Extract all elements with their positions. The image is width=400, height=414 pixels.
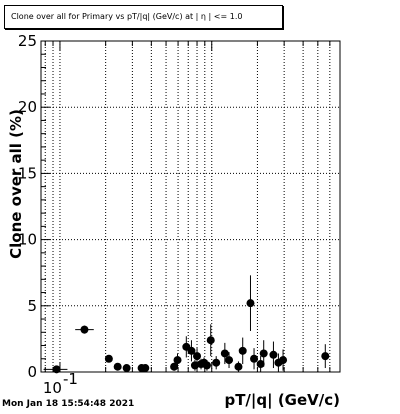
- marker: [170, 362, 179, 371]
- data-point: [212, 356, 221, 370]
- marker: [246, 299, 255, 308]
- marker: [141, 364, 150, 373]
- data-point: [187, 340, 196, 362]
- data-points: [43, 275, 330, 374]
- marker: [238, 346, 247, 355]
- data-point: [225, 352, 234, 369]
- marker: [104, 354, 113, 363]
- data-point: [43, 365, 68, 374]
- data-point: [269, 341, 278, 369]
- data-point: [173, 353, 182, 367]
- data-point: [170, 362, 179, 371]
- data-point: [234, 361, 243, 372]
- marker: [80, 325, 89, 334]
- marker: [193, 352, 202, 361]
- marker: [212, 358, 221, 367]
- data-point: [141, 364, 150, 373]
- marker: [256, 360, 265, 369]
- marker: [259, 349, 268, 358]
- y-tick-label: 0: [27, 363, 37, 381]
- data-point: [238, 337, 247, 365]
- y-tick-label: 25: [18, 32, 37, 50]
- data-point: [259, 340, 268, 367]
- marker: [321, 352, 330, 361]
- data-point: [321, 344, 330, 369]
- data-point: [256, 356, 265, 372]
- marker: [234, 362, 243, 371]
- data-point: [206, 324, 215, 357]
- marker: [279, 356, 288, 365]
- data-point: [246, 275, 255, 331]
- data-point: [122, 364, 131, 373]
- data-point: [113, 362, 122, 371]
- marker: [250, 354, 259, 363]
- marker: [113, 362, 122, 371]
- marker: [122, 364, 131, 373]
- y-tick-label: 15: [18, 164, 37, 182]
- data-point: [202, 360, 211, 371]
- data-point: [193, 348, 202, 365]
- marker: [225, 356, 234, 365]
- data-point: [250, 348, 259, 370]
- plot-frame: [40, 40, 341, 373]
- data-point: [279, 349, 288, 371]
- y-axis-label: Clone over all (%): [7, 109, 25, 259]
- x-axis-label: pT/|q| (GeV/c): [224, 391, 340, 410]
- y-tick-label: 5: [27, 297, 37, 315]
- timestamp: Mon Jan 18 15:54:48 2021: [2, 399, 135, 409]
- data-point: [104, 354, 113, 363]
- marker: [269, 350, 278, 359]
- x-tick-label: 10: [43, 379, 62, 397]
- y-tick-label: 10: [18, 231, 37, 249]
- marker: [220, 349, 229, 358]
- data-point: [75, 325, 94, 334]
- marker: [52, 365, 61, 374]
- marker: [173, 356, 182, 365]
- data-point: [220, 342, 229, 365]
- chart-title: Clone over all for Primary vs pT/|q| (Ge…: [11, 12, 243, 21]
- x-tick-label-exponent: -1: [63, 370, 78, 388]
- data-point: [182, 336, 191, 358]
- marker: [202, 361, 211, 370]
- chart-title-box: Clone over all for Primary vs pT/|q| (Ge…: [4, 5, 283, 29]
- marker: [206, 336, 215, 345]
- y-tick-label: 20: [18, 98, 37, 116]
- marker: [187, 346, 196, 355]
- grid-lines: [41, 41, 340, 372]
